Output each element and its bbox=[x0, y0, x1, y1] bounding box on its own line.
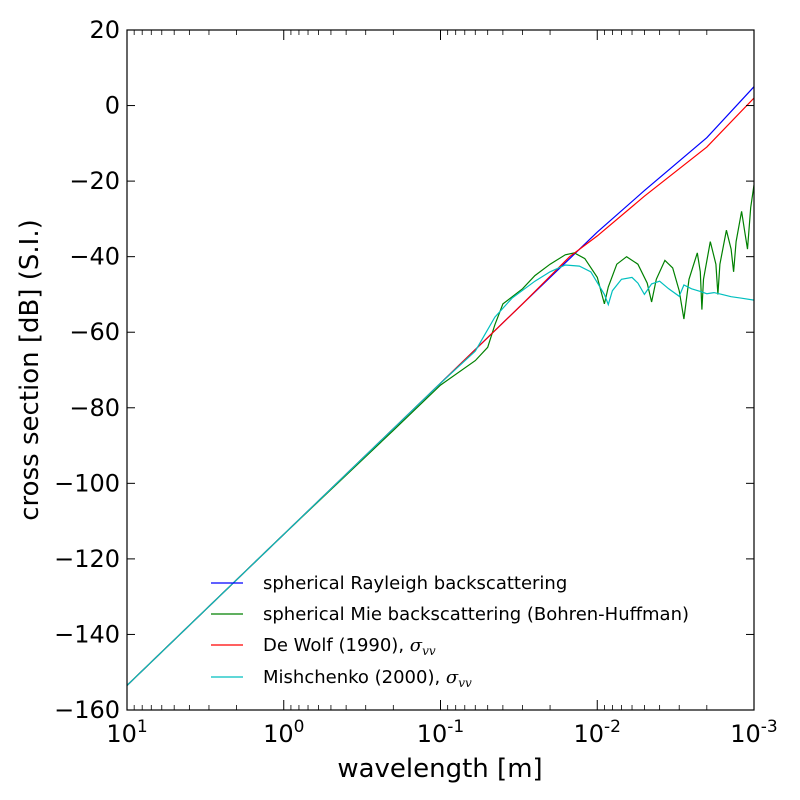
x-tick-label: 10-2 bbox=[574, 717, 622, 748]
plot-frame bbox=[126, 29, 755, 711]
x-tick-label: 10-3 bbox=[730, 717, 778, 748]
x-tick-label: 100 bbox=[263, 717, 304, 748]
x-tick-label: 10-1 bbox=[417, 717, 465, 748]
y-tick-label: −120 bbox=[54, 545, 120, 573]
y-tick-label: −80 bbox=[69, 394, 120, 422]
series-line-4 bbox=[127, 264, 754, 686]
legend-label: spherical Rayleigh backscattering bbox=[263, 573, 567, 594]
y-tick-label: 0 bbox=[105, 92, 120, 120]
y-tick-label: −140 bbox=[54, 620, 120, 648]
legend-label: Mishchenko (2000), σvv bbox=[263, 667, 472, 690]
legend-label: spherical Mie backscattering (Bohren-Huf… bbox=[263, 604, 689, 625]
y-tick-label: −160 bbox=[54, 696, 120, 724]
y-axis-label: cross section [dB] (S.I.) bbox=[15, 219, 45, 520]
y-tick-label: −100 bbox=[54, 469, 120, 497]
series-line-2 bbox=[127, 184, 754, 686]
y-tick-label: −60 bbox=[69, 318, 120, 346]
legend-label: De Wolf (1990), σvv bbox=[263, 635, 436, 658]
y-tick-label: −40 bbox=[69, 243, 120, 271]
plot-area bbox=[127, 30, 754, 710]
x-tick-label: 101 bbox=[106, 717, 147, 748]
legend: spherical Rayleigh backscattering spheric… bbox=[211, 573, 689, 690]
y-tick-label: −20 bbox=[69, 167, 120, 195]
x-axis-label: wavelength [m] bbox=[337, 754, 542, 784]
y-tick-label: 20 bbox=[89, 16, 120, 44]
